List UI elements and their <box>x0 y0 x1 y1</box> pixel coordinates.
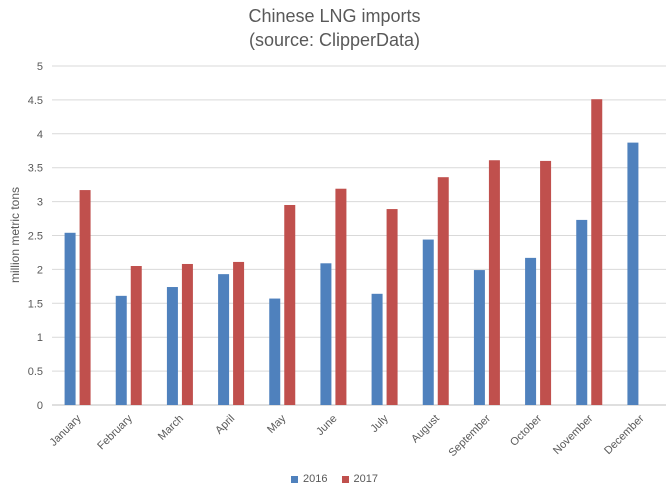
bar-2017-april <box>233 261 245 405</box>
x-tick-label: July <box>368 412 391 435</box>
y-tick-label: 0 <box>37 400 43 412</box>
y-tick-label: 1.5 <box>28 298 43 310</box>
bar-2017-september <box>488 160 500 405</box>
legend-item-2016: 2016 <box>291 473 328 485</box>
x-tick-label: November <box>551 412 596 457</box>
bar-2016-may <box>269 298 281 405</box>
bar-2016-november <box>576 219 588 405</box>
bar-2016-february <box>115 295 127 405</box>
x-tick-label: January <box>48 412 85 449</box>
bar-2017-march <box>181 263 193 405</box>
bar-2016-august <box>422 239 434 405</box>
x-tick-label: April <box>213 413 237 437</box>
y-tick-label: 5 <box>37 61 43 73</box>
bar-2017-july <box>386 209 398 405</box>
legend-item-2017: 2017 <box>341 473 378 485</box>
y-tick-label: 4 <box>37 129 43 141</box>
chart-subtitle: (source: ClipperData) <box>248 30 421 50</box>
bar-2016-september <box>473 270 485 405</box>
y-tick-label: 3 <box>37 197 43 209</box>
bar-2017-june <box>335 188 347 405</box>
x-tick-label: September <box>447 412 494 459</box>
y-tick-label: 0.5 <box>28 366 43 378</box>
legend-swatch <box>291 475 299 483</box>
x-tick-label: December <box>602 412 647 457</box>
bar-2017-february <box>130 266 142 405</box>
chart-title: Chinese LNG imports <box>248 6 421 26</box>
y-tick-label: 2.5 <box>28 231 43 243</box>
y-tick-label: 2 <box>37 264 43 276</box>
bar-2016-january <box>64 232 76 405</box>
y-tick-label: 4.5 <box>28 95 43 107</box>
x-tick-label: February <box>95 412 135 452</box>
legend-swatch <box>341 475 349 483</box>
legend: 2016 2017 <box>0 473 669 485</box>
x-tick-label: October <box>508 412 544 448</box>
bar-2017-may <box>284 204 296 405</box>
x-tick-label: August <box>409 413 442 446</box>
x-tick-label: June <box>314 413 339 438</box>
bar-2016-december <box>627 142 639 405</box>
bar-2017-november <box>591 99 603 406</box>
x-tick-label: March <box>156 413 186 443</box>
y-tick-label: 3.5 <box>28 163 43 175</box>
bar-2016-april <box>218 274 230 405</box>
bar-2017-october <box>540 160 552 405</box>
bar-2016-march <box>166 287 178 405</box>
bar-2016-july <box>371 293 383 405</box>
y-tick-label: 1 <box>37 332 43 344</box>
x-tick-label: May <box>265 412 289 436</box>
bar-2016-june <box>320 263 332 405</box>
bar-2017-january <box>79 190 91 405</box>
bar-2016-october <box>525 257 537 405</box>
bar-2017-august <box>437 177 449 405</box>
legend-label: 2016 <box>303 473 328 485</box>
legend-label: 2017 <box>353 473 378 485</box>
